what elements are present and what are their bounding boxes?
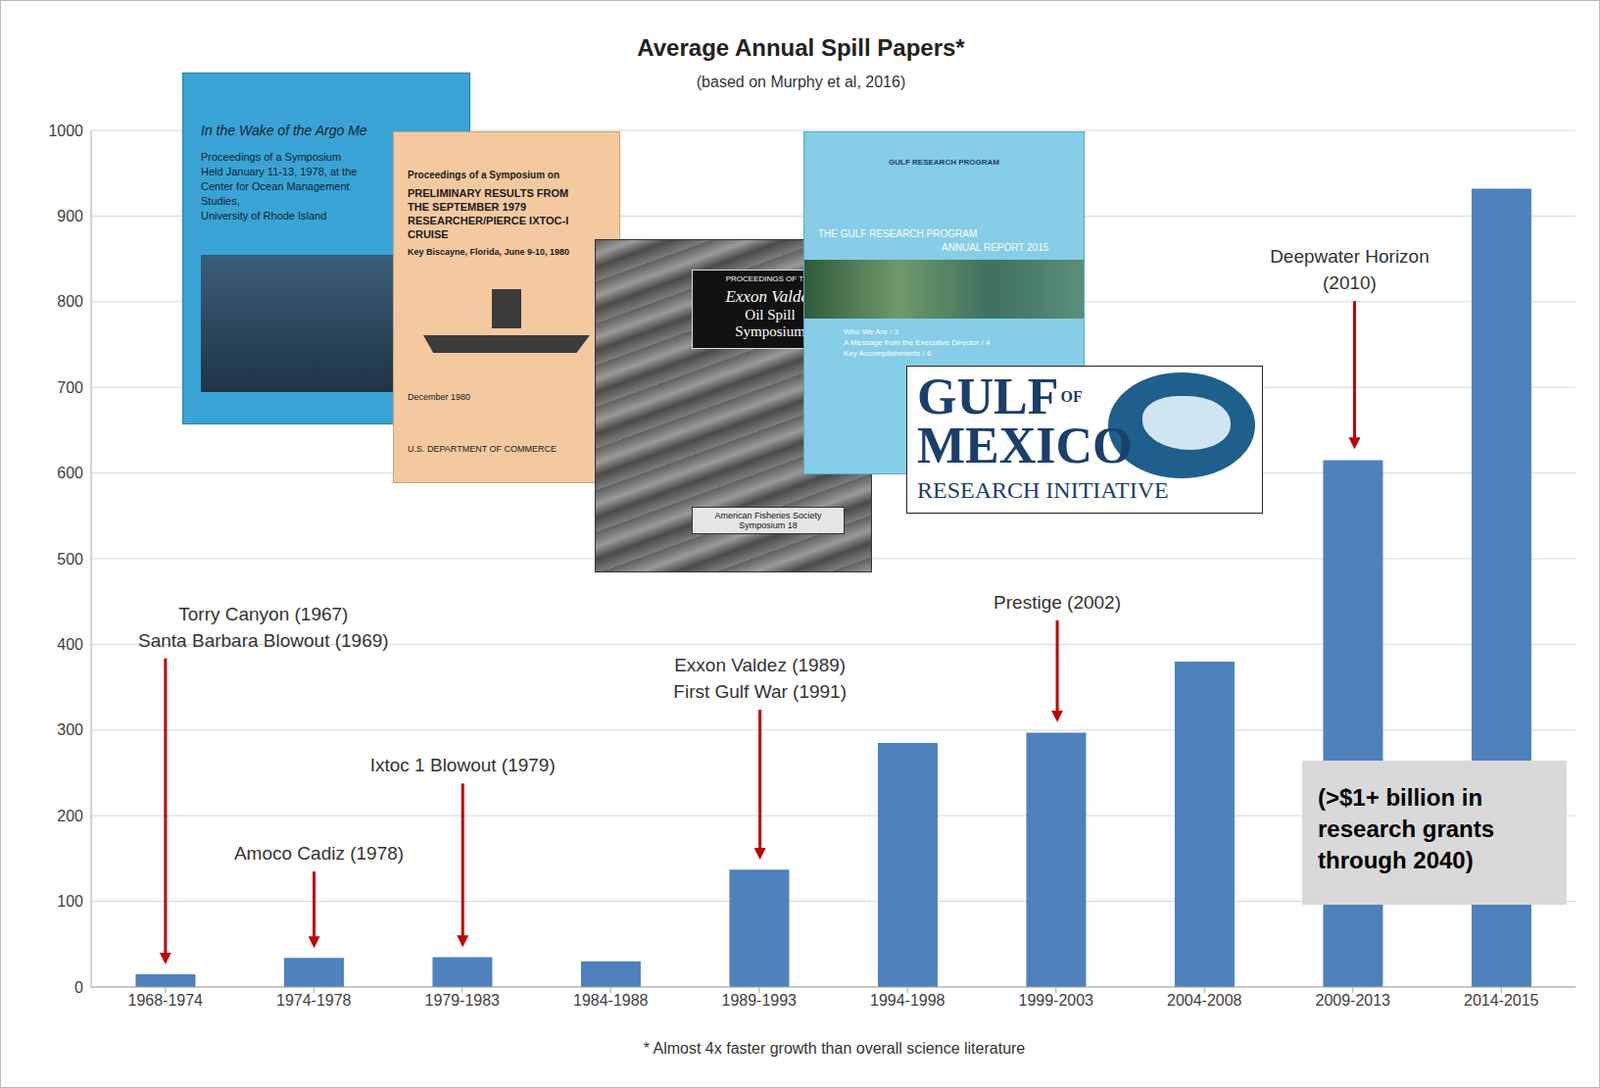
svg-text:100: 100 — [56, 892, 84, 910]
html-text:THE SEPTEMBER 1979: THE SEPTEMBER 1979 — [407, 200, 527, 213]
svg-text:1999-2003: 1999-2003 — [1018, 991, 1094, 1009]
html-text:PRELIMINARY RESULTS FROM: PRELIMINARY RESULTS FROM — [407, 187, 569, 199]
html-text:ANNUAL REPORT 2015: ANNUAL REPORT 2015 — [941, 242, 1049, 253]
svg-text:1979-1983: 1979-1983 — [424, 991, 500, 1009]
html-text:OF: OF — [1060, 387, 1083, 405]
html-text:Key Accomplishments / 6: Key Accomplishments / 6 — [843, 348, 932, 358]
html-text:Proceedings of a Symposium on: Proceedings of a Symposium on — [407, 169, 560, 181]
svg-text:Santa Barbara Blowout (1969): Santa Barbara Blowout (1969) — [138, 630, 389, 651]
html-text:University of Rhode Island: University of Rhode Island — [200, 209, 327, 222]
svg-text:(2010): (2010) — [1322, 272, 1377, 293]
svg-text:600: 600 — [56, 464, 84, 482]
svg-text:1984-1988: 1984-1988 — [573, 991, 649, 1009]
svg-text:300: 300 — [56, 721, 84, 738]
svg-text:* Almost 4x faster growth than: * Almost 4x faster growth than overall s… — [643, 1039, 1026, 1057]
svg-text:0: 0 — [74, 978, 84, 996]
html-text:GULF: GULF — [917, 368, 1059, 425]
svg-text:Ixtoc 1 Blowout (1979): Ixtoc 1 Blowout (1979) — [370, 754, 556, 776]
svg-text:2009-2013: 2009-2013 — [1314, 991, 1391, 1009]
svg-text:1994-1998: 1994-1998 — [870, 991, 946, 1009]
svg-text:Average Annual Spill Papers*: Average Annual Spill Papers* — [636, 34, 966, 61]
svg-text:2004-2008: 2004-2008 — [1166, 991, 1243, 1009]
html-text:Symposium: Symposium — [735, 323, 806, 340]
svg-text:Torry Canyon (1967): Torry Canyon (1967) — [178, 603, 348, 625]
html-text:RESEARCHER/PIERCE IXTOC-I CRUI: RESEARCHER/PIERCE IXTOC-I CRUISE — [407, 214, 569, 241]
html-text:In the Wake of the Argo Me: In the Wake of the Argo Me — [200, 122, 368, 139]
html-text:GULF RESEARCH PROGRAM: GULF RESEARCH PROGRAM — [888, 157, 1000, 167]
html-text:Held January 11-13, 1978, at t: Held January 11-13, 1978, at the — [200, 165, 358, 178]
html-text:Symposium 18: Symposium 18 — [738, 520, 798, 531]
svg-text:1974-1978: 1974-1978 — [276, 991, 352, 1009]
svg-text:Prestige (2002): Prestige (2002) — [993, 591, 1121, 613]
svg-text:Amoco Cadiz (1978): Amoco Cadiz (1978) — [234, 842, 404, 864]
html-text:MEXICO: MEXICO — [917, 417, 1133, 474]
svg-text:1989-1993: 1989-1993 — [721, 991, 797, 1009]
html-text:Oil Spill: Oil Spill — [745, 306, 796, 323]
html-text:PROCEEDINGS OF THE: PROCEEDINGS OF THE — [725, 274, 815, 284]
svg-text:900: 900 — [56, 207, 84, 225]
svg-text:800: 800 — [56, 292, 84, 310]
html-text:Key Biscayne, Florida, June 9-: Key Biscayne, Florida, June 9-10, 1980 — [407, 246, 570, 257]
html-text:(>$1+ billion in research gran: (>$1+ billion in research grants through… — [1317, 783, 1495, 873]
html-text:A Message from the Executive D: A Message from the Executive Director / … — [843, 338, 990, 347]
html-text:RESEARCH INITIATIVE: RESEARCH INITIATIVE — [917, 477, 1169, 503]
html-text:Center for Ocean Management St: Center for Ocean Management Studies, — [200, 180, 350, 207]
html-text:Exxon Valdez: Exxon Valdez — [725, 287, 815, 306]
html-text:Who We Are / 3: Who We Are / 3 — [843, 327, 899, 337]
svg-text:500: 500 — [56, 550, 84, 568]
svg-text:2014-2015: 2014-2015 — [1463, 991, 1540, 1009]
html-text:American Fisheries Society: American Fisheries Society — [714, 510, 822, 521]
svg-text:Deepwater Horizon: Deepwater Horizon — [1269, 245, 1430, 267]
svg-text:1000: 1000 — [48, 122, 84, 140]
svg-text:200: 200 — [56, 807, 84, 825]
svg-text:1968-1974: 1968-1974 — [127, 991, 203, 1009]
svg-text:First Gulf War (1991): First Gulf War (1991) — [673, 680, 847, 702]
html-text:Proceedings of a Symposium: Proceedings of a Symposium — [200, 150, 342, 163]
html-text:U.S. DEPARTMENT OF COMMERCE: U.S. DEPARTMENT OF COMMERCE — [407, 443, 557, 454]
svg-text:700: 700 — [56, 379, 84, 396]
html-text:December 1980: December 1980 — [407, 391, 471, 402]
svg-text:Exxon Valdez (1989): Exxon Valdez (1989) — [674, 654, 846, 676]
svg-text:(based on Murphy et al, 2016): (based on Murphy et al, 2016) — [696, 73, 906, 91]
html-text:THE GULF RESEARCH PROGRAM: THE GULF RESEARCH PROGRAM — [818, 228, 978, 240]
svg-text:400: 400 — [56, 635, 84, 653]
